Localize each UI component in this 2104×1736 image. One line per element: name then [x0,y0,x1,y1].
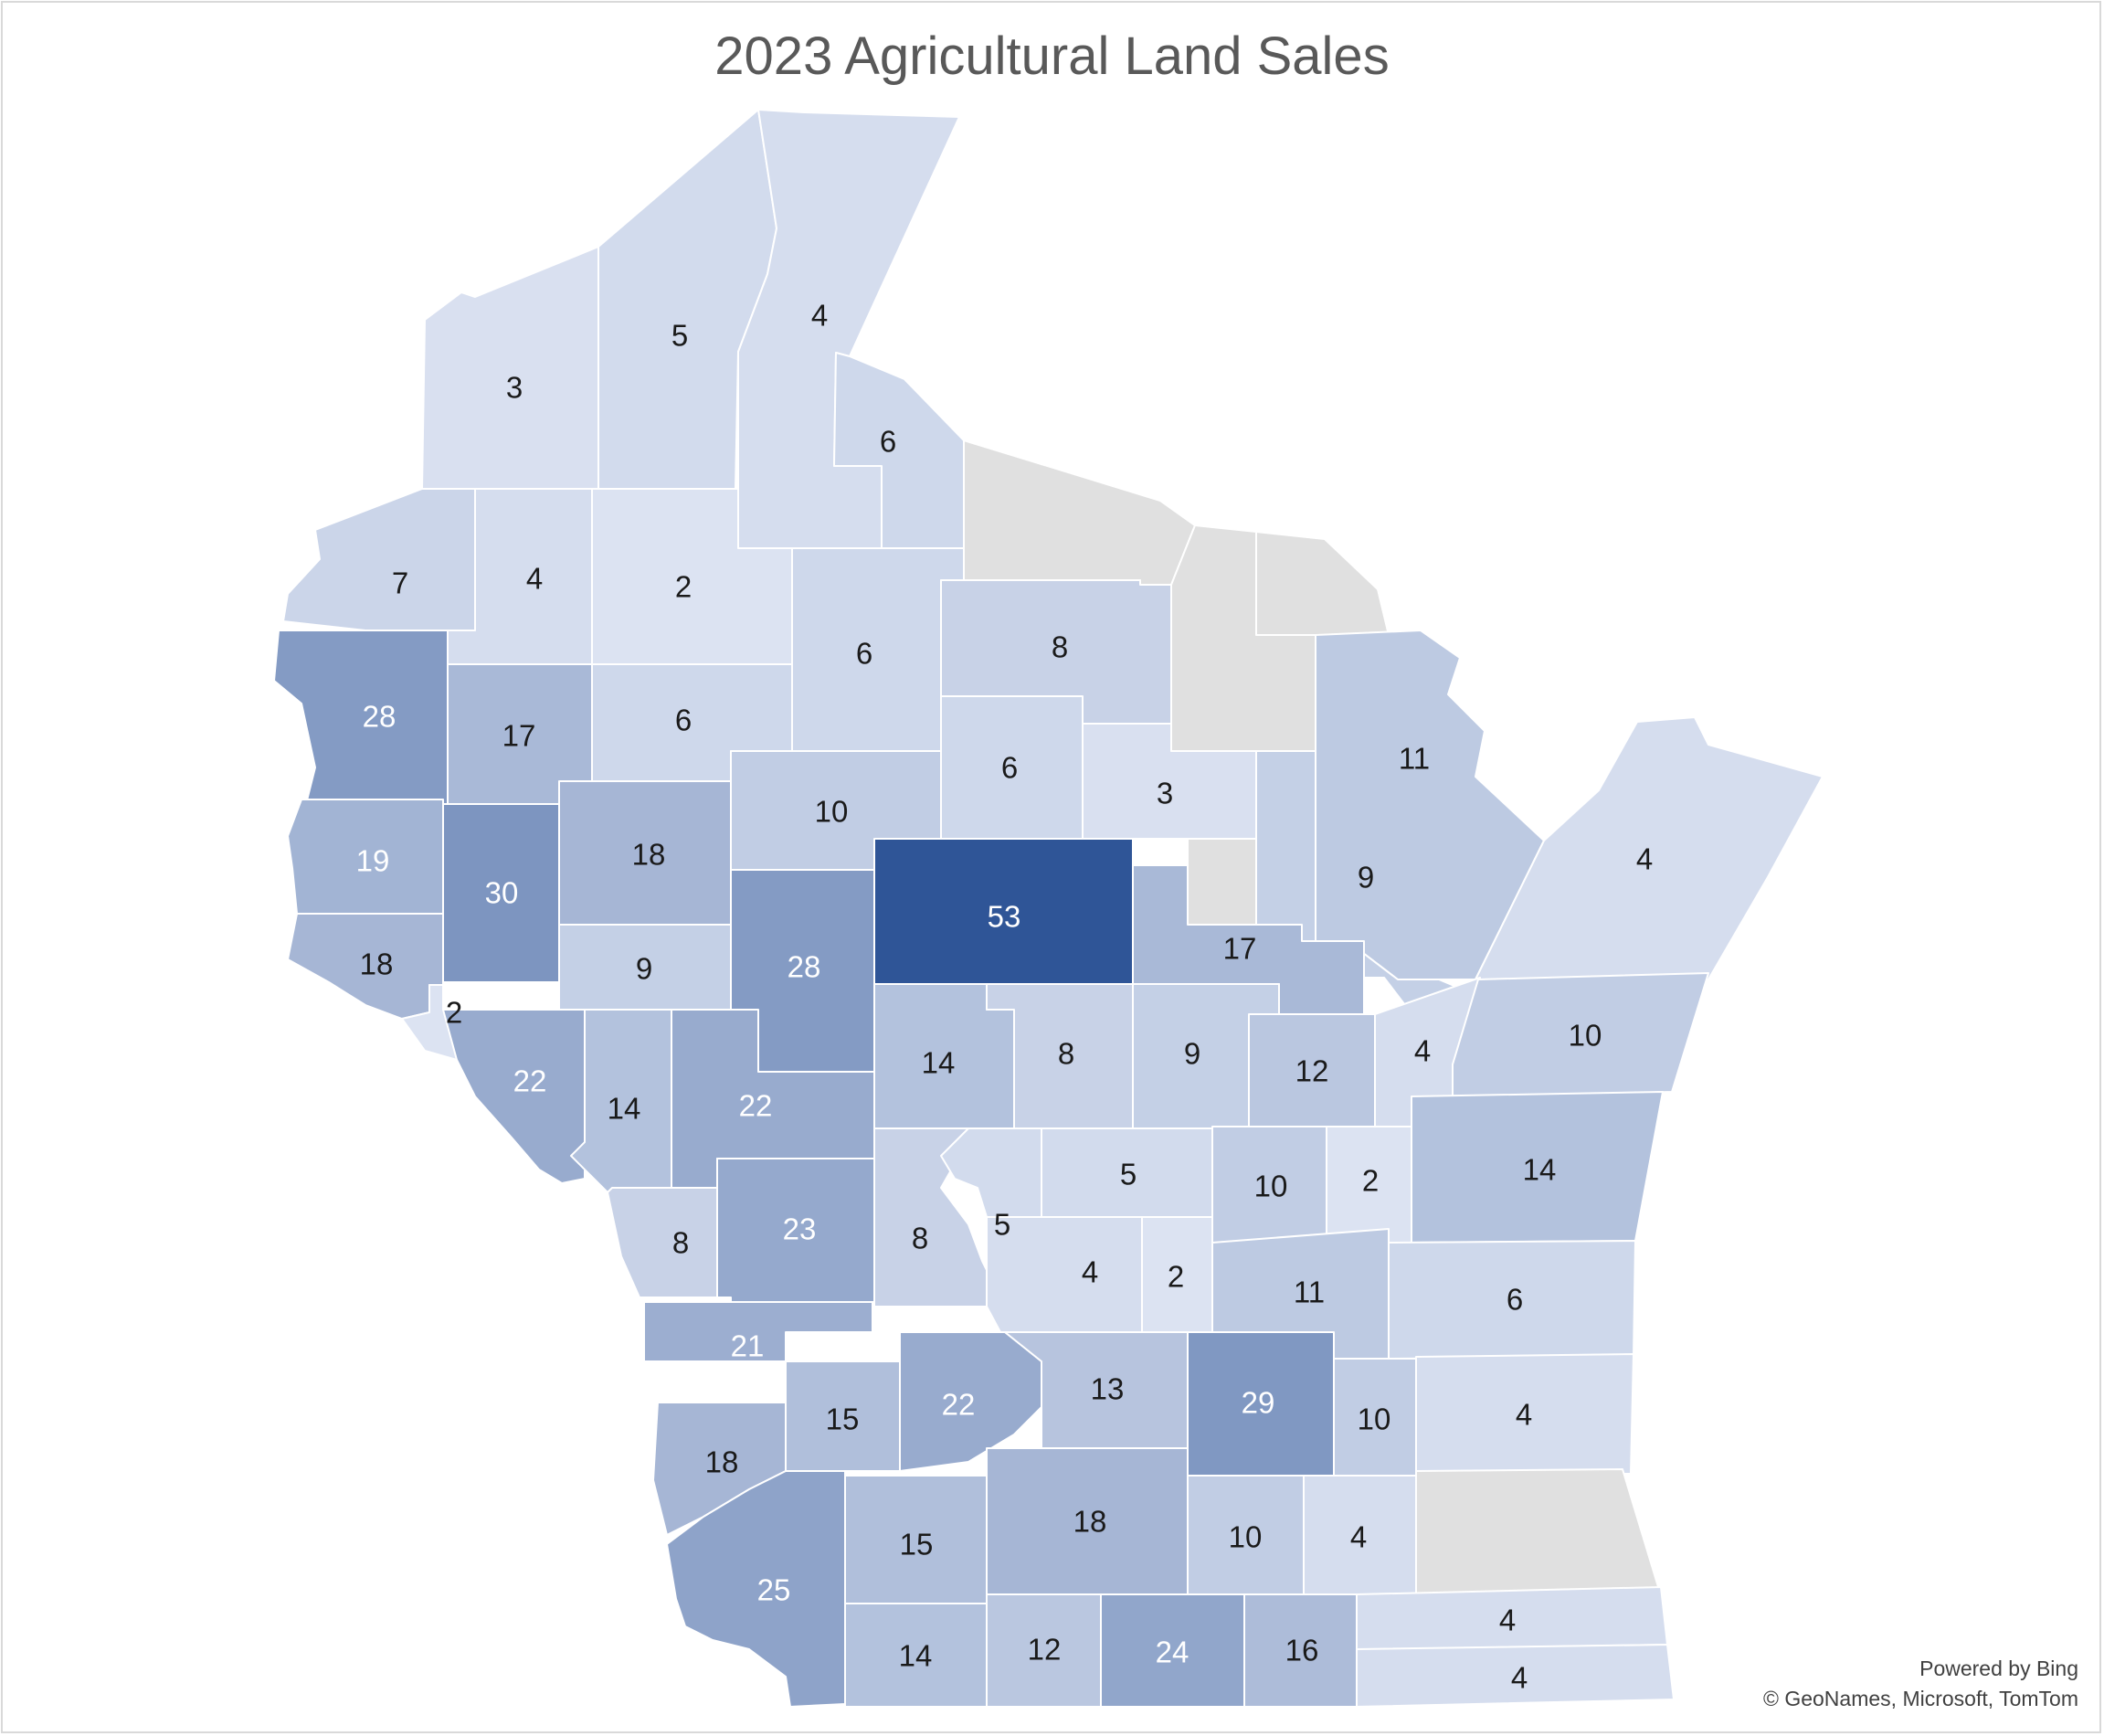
county-value-label: 28 [363,700,396,734]
county-milwaukee [1415,1468,1660,1595]
county-value-label: 2 [1362,1164,1379,1198]
county-value-label: 15 [826,1403,860,1436]
county-value-label: 4 [811,299,828,333]
county-value-label: 2 [675,570,692,604]
county-value-label: 4 [1511,1661,1528,1695]
county-value-label: 4 [526,562,543,596]
county-value-label: 29 [1242,1386,1275,1420]
county-grant [666,1470,846,1708]
county-value-label: 17 [502,719,536,753]
county-value-label: 4 [1636,842,1653,876]
county-value-label: 18 [1073,1505,1107,1539]
county-shapes [273,109,1824,1708]
county-value-label: 53 [988,900,1021,934]
county-value-label: 9 [1184,1037,1200,1071]
county-burnett [282,488,476,631]
county-value-label: 13 [1091,1372,1125,1406]
county-adams [940,1127,1047,1218]
county-value-label: 22 [942,1388,976,1422]
county-florence [1255,531,1390,636]
county-value-label: 21 [731,1329,765,1363]
county-value-label: 23 [783,1212,817,1246]
county-value-label: 22 [739,1089,773,1123]
county-value-label: 16 [1285,1634,1319,1667]
county-value-label: 24 [1156,1635,1189,1669]
county-value-label: 3 [506,371,523,405]
map-title: 2023 Agricultural Land Sales [714,26,1390,86]
county-value-label: 11 [1399,742,1430,776]
county-value-label: 15 [900,1528,934,1561]
county-value-label: 14 [899,1639,933,1673]
county-value-label: 28 [788,950,821,984]
county-value-label: 6 [1001,751,1018,785]
county-value-label: 14 [608,1092,641,1126]
county-door [1475,716,1824,980]
county-value-label: 6 [880,425,896,459]
county-vernon [643,1301,873,1362]
county-value-label: 6 [1507,1283,1523,1317]
county-value-label: 14 [1523,1153,1557,1187]
county-value-label: 12 [1295,1054,1329,1088]
county-value-label: 11 [1294,1276,1325,1309]
county-value-label: 9 [636,952,652,986]
county-value-label: 14 [922,1046,956,1080]
county-value-label: 7 [392,566,408,600]
county-value-label: 4 [1499,1604,1516,1637]
county-menominee [1187,838,1257,926]
county-value-label: 10 [1229,1520,1263,1554]
county-value-label: 4 [1414,1034,1431,1068]
county-value-label: 8 [1052,630,1068,664]
county-value-label: 12 [1028,1633,1062,1667]
county-value-label: 2 [1168,1260,1184,1294]
county-value-label: 17 [1223,932,1257,966]
county-value-label: 18 [632,838,666,872]
county-value-label: 5 [671,319,688,353]
county-value-label: 4 [1350,1520,1367,1554]
county-value-label: 5 [994,1208,1010,1242]
county-value-label: 4 [1516,1398,1532,1432]
county-value-label: 5 [1120,1158,1137,1191]
county-value-label: 8 [1058,1037,1074,1071]
map-attribution: Powered by Bing © GeoNames, Microsoft, T… [1763,1654,2078,1714]
county-value-label: 30 [485,876,519,910]
county-value-label: 10 [815,795,849,829]
county-value-label: 6 [675,704,692,737]
county-value-label: 22 [513,1064,547,1098]
county-la-crosse [607,1187,718,1298]
county-value-label: 9 [1358,861,1374,894]
copyright-text: © GeoNames, Microsoft, TomTom [1763,1687,2078,1710]
county-value-label: 25 [757,1573,791,1607]
county-value-label: 8 [672,1226,689,1260]
county-value-label: 10 [1254,1170,1288,1203]
county-value-label: 8 [912,1222,928,1255]
county-ozaukee [1415,1353,1634,1477]
county-value-label: 18 [705,1445,739,1479]
county-price [791,547,965,752]
county-value-label: 4 [1082,1255,1098,1289]
county-douglas [421,246,599,490]
county-polk [273,630,449,805]
county-value-label: 19 [356,844,390,878]
county-value-label: 2 [446,996,462,1030]
county-value-label: 18 [360,947,394,981]
county-value-label: 10 [1569,1019,1602,1053]
county-value-label: 3 [1157,777,1173,810]
county-value-label: 6 [856,637,872,671]
county-value-label: 10 [1358,1403,1391,1436]
powered-by-bing-text: Powered by Bing [1919,1657,2078,1680]
county-kenosha [1356,1644,1675,1708]
county-vilas [940,439,1196,586]
